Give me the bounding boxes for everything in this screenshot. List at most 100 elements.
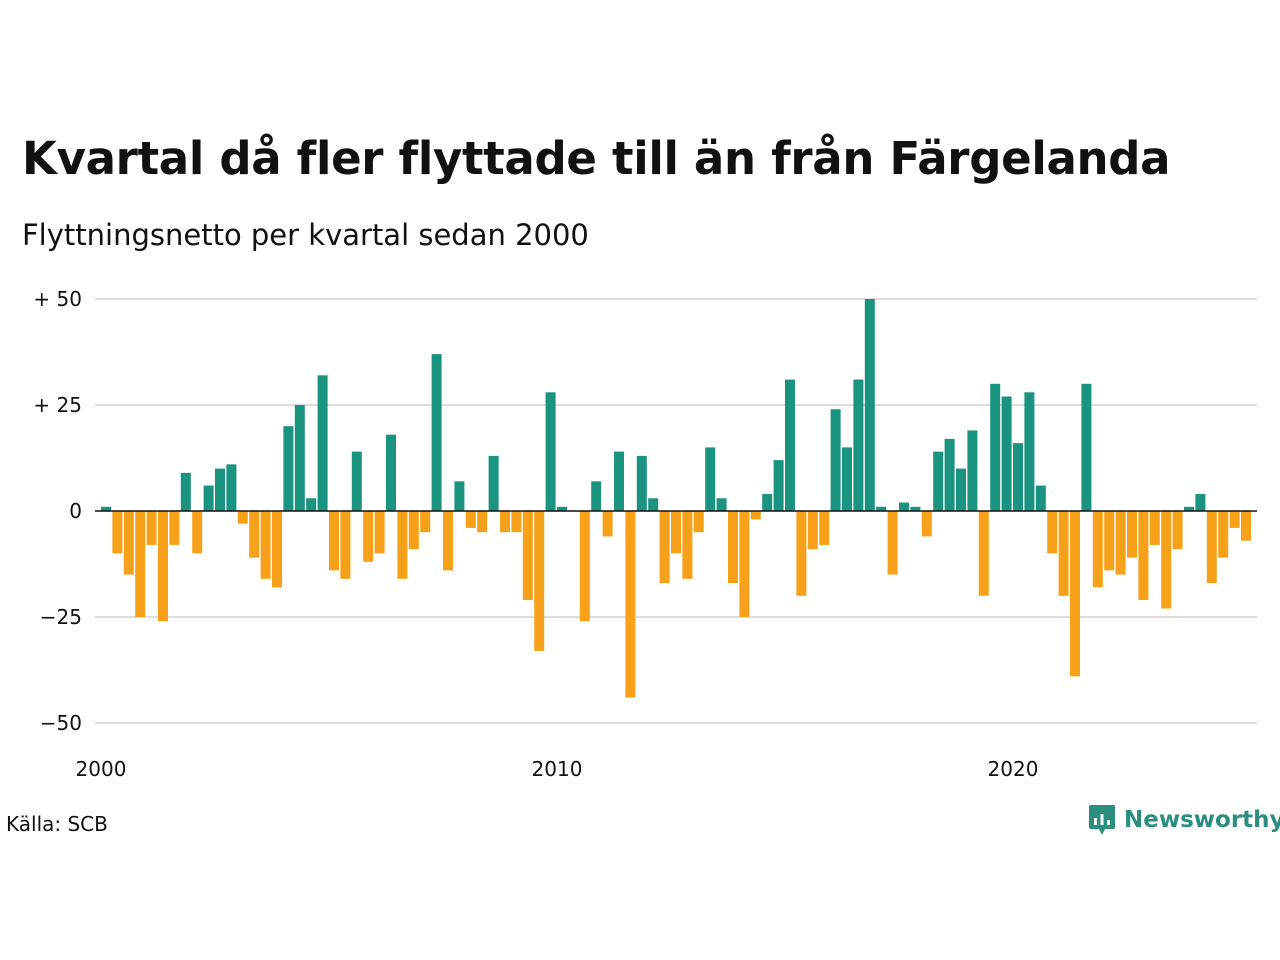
- bar: [887, 511, 898, 575]
- bar: [716, 498, 727, 511]
- bar: [682, 511, 693, 579]
- bar: [1229, 511, 1240, 528]
- bar: [921, 511, 932, 537]
- bar: [807, 511, 818, 550]
- bar: [1115, 511, 1126, 575]
- x-tick-label: 2010: [532, 757, 583, 781]
- bar: [956, 468, 966, 511]
- bar: [169, 511, 180, 545]
- bar: [990, 383, 1001, 511]
- bar: [283, 426, 294, 511]
- bar: [978, 511, 989, 596]
- bar: [933, 451, 944, 511]
- bar: [386, 434, 396, 511]
- bar: [602, 511, 613, 537]
- bar: [477, 511, 488, 533]
- bar: [511, 511, 522, 533]
- bar: [158, 511, 168, 622]
- bar: [636, 455, 647, 511]
- bar: [864, 299, 875, 511]
- bar: [1149, 511, 1160, 545]
- bar: [910, 506, 921, 511]
- bar: [397, 511, 408, 579]
- bar: [819, 511, 830, 545]
- bar: [101, 506, 111, 511]
- bar: [534, 511, 545, 651]
- bar: [842, 447, 852, 511]
- bar: [967, 430, 978, 511]
- bar: [374, 511, 385, 554]
- bar: [1013, 443, 1023, 511]
- y-tick-label: + 25: [33, 393, 82, 417]
- bar: [135, 511, 146, 617]
- bar: [671, 511, 681, 554]
- bar: [272, 511, 282, 588]
- x-tick-label: 2000: [76, 757, 127, 781]
- bar: [522, 511, 533, 601]
- bar: [488, 455, 499, 511]
- bars: [101, 299, 1251, 698]
- bar: [1138, 511, 1149, 601]
- bar: [1035, 485, 1046, 511]
- x-tick-label: 2020: [988, 757, 1039, 781]
- bar: [750, 511, 761, 520]
- bar: [329, 511, 339, 571]
- bar: [762, 494, 773, 511]
- y-tick-label: −25: [40, 605, 82, 629]
- bar: [500, 511, 510, 533]
- bar: [796, 511, 807, 596]
- brand-name: Newsworthy: [1124, 807, 1280, 833]
- bar: [420, 511, 431, 533]
- bar: [876, 506, 887, 511]
- bar: [408, 511, 419, 550]
- bar: [1047, 511, 1058, 554]
- bar: [260, 511, 271, 579]
- bar: [146, 511, 157, 545]
- bar: [579, 511, 590, 622]
- bar: [705, 447, 716, 511]
- bar: [1024, 392, 1035, 511]
- bar: [340, 511, 351, 579]
- bar: [853, 379, 864, 511]
- bar-chart-speech-bubble-icon: [1089, 805, 1115, 835]
- bar: [192, 511, 203, 554]
- y-tick-label: + 50: [33, 287, 82, 311]
- bar: [294, 405, 305, 511]
- bar: [1161, 511, 1172, 609]
- bar: [1184, 506, 1194, 511]
- chart-title: Kvartal då fler flyttade till än från Fä…: [22, 132, 1171, 185]
- bar: [625, 511, 636, 698]
- bar: [728, 511, 738, 584]
- bar: [773, 460, 784, 511]
- bar: [226, 464, 237, 511]
- y-axis-ticks: + 50 + 25 0 −25 −50: [33, 287, 82, 735]
- bar: [465, 511, 476, 528]
- bar: [1092, 511, 1103, 588]
- bar: [123, 511, 134, 575]
- bar: [1218, 511, 1229, 558]
- chart-subtitle: Flyttningsnetto per kvartal sedan 2000: [22, 218, 589, 252]
- bar: [693, 511, 704, 533]
- bar: [180, 472, 191, 511]
- x-axis-ticks: 2000 2010 2020: [76, 757, 1039, 781]
- bar: [1206, 511, 1217, 584]
- bar: [203, 485, 214, 511]
- bar: [1172, 511, 1183, 550]
- bar: [739, 511, 750, 617]
- bar: [591, 481, 602, 511]
- bar: [1104, 511, 1115, 571]
- source-note: Källa: SCB: [6, 812, 108, 836]
- bar: [1070, 511, 1080, 677]
- bar: [830, 409, 841, 511]
- bar: [249, 511, 260, 558]
- bar: [431, 354, 442, 511]
- bar: [785, 379, 795, 511]
- bar: [557, 506, 567, 511]
- bar: [443, 511, 453, 571]
- brand-logo[interactable]: Newsworthy: [1088, 804, 1280, 836]
- y-tick-label: −50: [40, 711, 82, 735]
- bar: [659, 511, 670, 584]
- bar: [351, 451, 362, 511]
- bar: [112, 511, 123, 554]
